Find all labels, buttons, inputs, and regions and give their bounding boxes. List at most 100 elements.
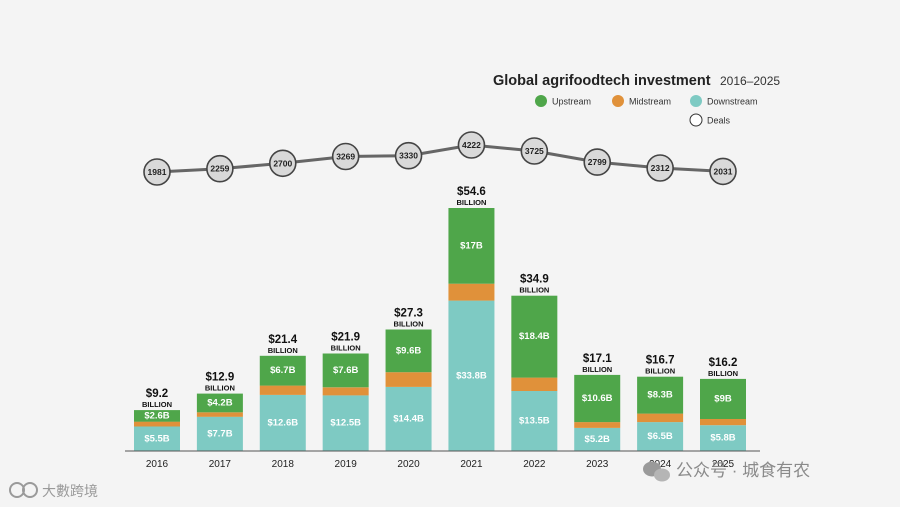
deal-label: 3725 xyxy=(525,146,544,156)
legend-label-midstream: Midstream xyxy=(629,97,671,107)
year-tick-label: 2025 xyxy=(712,459,735,470)
bar-segment-upstream xyxy=(700,378,746,419)
bar-total-unit: BILLION xyxy=(519,286,549,295)
legend-swatch-upstream xyxy=(535,95,547,107)
bar-total-label: $21.4 xyxy=(268,334,297,346)
deal-label: 1981 xyxy=(148,167,167,177)
bar-total-label: $54.6 xyxy=(457,186,486,198)
deal-marker xyxy=(143,158,171,186)
watermark-logo-icon xyxy=(9,482,38,498)
bar-total-unit: BILLION xyxy=(394,320,424,329)
bar-total-unit: BILLION xyxy=(331,344,361,353)
bar-segment-midstream xyxy=(637,413,684,423)
bar-segment-downstream xyxy=(637,422,684,451)
legend-label-downstream: Downstream xyxy=(707,97,758,107)
deal-label: 2799 xyxy=(588,157,607,167)
segment-value-label: $7.6B xyxy=(333,365,358,376)
bar-segment-midstream xyxy=(511,377,558,391)
deal-label: 4222 xyxy=(462,140,481,150)
watermark-right: 公众号 · 城食有农 xyxy=(643,461,810,482)
segment-value-label: $13.5B xyxy=(519,416,550,427)
bar-segment-midstream xyxy=(134,421,180,427)
bar-total-unit: BILLION xyxy=(645,367,675,376)
watermark-left-text: 大數跨境 xyxy=(42,483,98,499)
segment-value-label: $7.7B xyxy=(207,428,232,439)
bar-total-label: $17.1 xyxy=(583,353,612,365)
segment-value-label: $2.6B xyxy=(144,410,169,421)
segment-value-label: $9B xyxy=(714,393,732,404)
bar-segment-downstream xyxy=(259,394,306,451)
segment-value-label: $8.3B xyxy=(647,390,672,401)
deal-marker xyxy=(206,154,234,183)
bar-segment-midstream xyxy=(196,412,243,417)
deal-marker xyxy=(331,142,360,171)
deal-label: 2700 xyxy=(273,158,292,168)
deal-label: 2312 xyxy=(651,163,670,173)
bar-total-label: $21.9 xyxy=(331,332,360,344)
segment-value-label: $4.2B xyxy=(207,397,232,408)
deal-marker xyxy=(646,154,674,182)
deal-marker xyxy=(394,141,423,170)
deal-label: 3330 xyxy=(399,151,418,161)
x-axis-ticks: 2016 2017 2018 2019 2020 2021 2022 2023 2024 2025 xyxy=(146,459,735,470)
bar-segment-midstream xyxy=(700,419,746,426)
bar-segment-downstream xyxy=(322,395,369,451)
legend-swatch-deals xyxy=(689,113,703,127)
bar-segment-upstream xyxy=(511,295,558,378)
wechat-icon xyxy=(643,461,670,482)
bar-total-label: $9.2 xyxy=(146,388,168,400)
segment-value-label: $5.2B xyxy=(585,434,610,445)
deal-marker xyxy=(520,137,549,165)
year-tick-label: 2018 xyxy=(272,459,295,470)
segment-value-label: $17B xyxy=(460,240,483,251)
bar-segment-upstream xyxy=(637,376,684,414)
year-tick-label: 2017 xyxy=(209,459,232,470)
year-tick-label: 2019 xyxy=(335,459,358,470)
watermark-left: 大數跨境 xyxy=(9,482,98,499)
deal-marker xyxy=(709,157,737,186)
bar-total-label: $34.9 xyxy=(520,274,549,286)
bar-total-unit: BILLION xyxy=(142,400,172,409)
bar-segment-upstream xyxy=(134,410,180,422)
segment-value-label: $33.8B xyxy=(456,370,487,381)
segment-value-label: $5.8B xyxy=(710,433,735,444)
legend: Upstream Midstream Downstream Deals xyxy=(535,95,758,127)
year-tick-label: 2024 xyxy=(649,459,672,470)
year-tick-label: 2021 xyxy=(460,459,483,470)
bar-segment-midstream xyxy=(574,422,621,428)
bar-segment-upstream xyxy=(574,374,621,423)
segment-value-label: $9.6B xyxy=(396,345,421,356)
watermark-right-text: 公众号 · 城食有农 xyxy=(676,461,810,480)
bar-total-label: $12.9 xyxy=(205,372,234,384)
bar-segment-downstream xyxy=(196,416,243,451)
segment-value-label: $12.6B xyxy=(267,418,298,429)
bar-segment-upstream xyxy=(196,393,243,413)
bar-total-label: $16.2 xyxy=(709,357,738,369)
legend-swatch-midstream xyxy=(612,95,624,107)
bars-series xyxy=(134,208,746,451)
bar-segment-upstream xyxy=(259,355,306,386)
year-tick-label: 2022 xyxy=(523,459,546,470)
bar-segment-downstream xyxy=(700,425,746,451)
bar-total-unit: BILLION xyxy=(268,346,298,355)
bar-segment-downstream xyxy=(134,426,180,451)
bar-segment-upstream xyxy=(385,329,432,373)
bar-segment-midstream xyxy=(448,283,495,301)
year-tick-label: 2016 xyxy=(146,459,169,470)
legend-label-deals: Deals xyxy=(707,116,731,126)
segment-value-label: $14.4B xyxy=(393,414,424,425)
chart-title: Global agrifoodtech investment 2016–2025 xyxy=(493,72,780,89)
bar-labels: $5.5B$2.6B$9.2BILLION$7.7B$4.2B$12.9BILL… xyxy=(142,186,738,445)
bar-segment-midstream xyxy=(259,385,306,395)
bar-segment-downstream xyxy=(385,386,432,451)
segment-value-label: $18.4B xyxy=(519,331,550,342)
bar-total-unit: BILLION xyxy=(456,198,486,207)
segment-value-label: $6.7B xyxy=(270,365,295,376)
chart-title-main: Global agrifoodtech investment xyxy=(493,73,711,89)
segment-value-label: $12.5B xyxy=(330,418,361,429)
deals-line xyxy=(156,143,724,174)
bar-total-unit: BILLION xyxy=(582,365,612,374)
deals-series: 1981 2259 2700 3269 3330 4222 3725 2799 2312 2031 xyxy=(143,131,737,186)
segment-value-label: $6.5B xyxy=(647,431,672,442)
deal-marker xyxy=(583,148,612,176)
